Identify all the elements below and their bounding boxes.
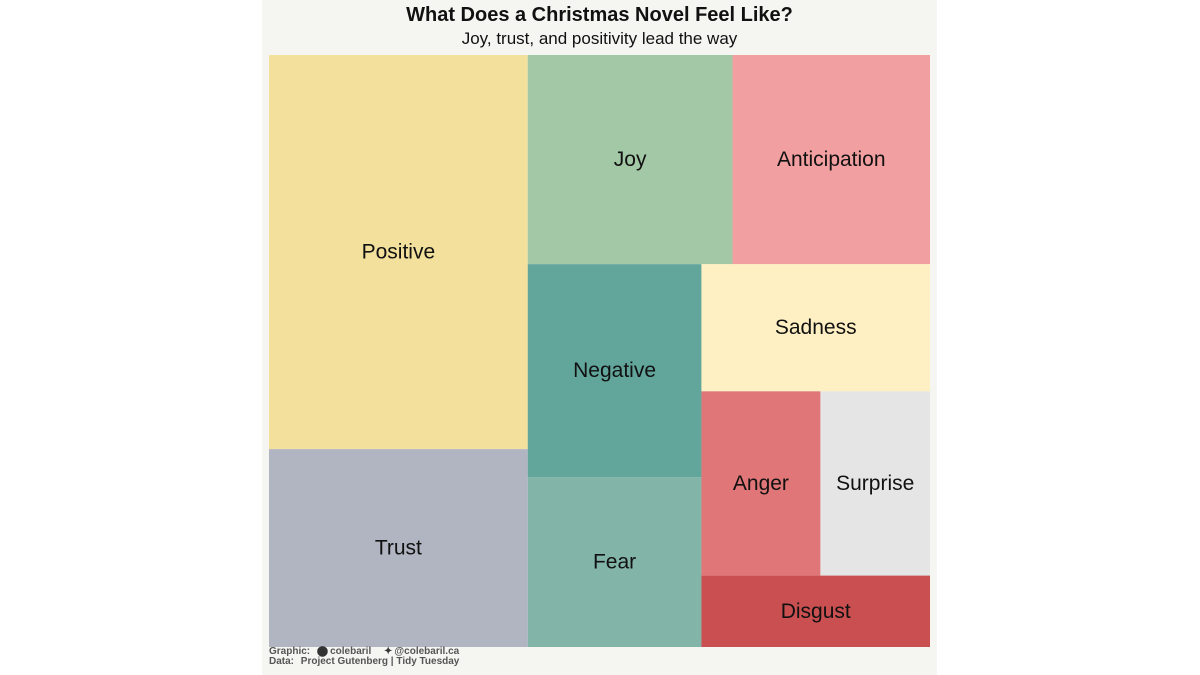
github-icon: ⬤ [316, 646, 329, 657]
treemap-label-negative: Negative [573, 359, 656, 382]
treemap-label-disgust: Disgust [781, 600, 851, 623]
treemap-tile-disgust: Disgust [701, 575, 930, 647]
caption-graphic-line: Graphic: ⬤ colebaril ✦ @colebaril.ca [269, 647, 459, 657]
treemap-tile-joy: Joy [527, 55, 733, 265]
treemap-rect-anger [701, 391, 821, 576]
treemap-tile-positive: Positive [269, 55, 528, 450]
treemap-chart: Positive Trust Joy Anticipation Negative Fear… [269, 55, 930, 647]
caption-data-label: Data: [269, 656, 295, 667]
treemap-rect-fear [527, 477, 702, 647]
treemap-rect-trust [269, 449, 528, 647]
treemap-rect-sadness [701, 264, 930, 392]
caption-bluesky-handle: @colebaril.ca [394, 646, 460, 657]
treemap-label-trust: Trust [375, 537, 422, 560]
treemap-tile-anger: Anger [701, 391, 821, 576]
treemap-rect-joy [527, 55, 733, 265]
caption-graphic-label: Graphic: [269, 646, 311, 657]
caption-github-handle: colebaril [330, 646, 372, 657]
chart-title: What Does a Christmas Novel Feel Like? [406, 4, 793, 26]
bluesky-butterfly-icon: ✦ [384, 646, 393, 657]
treemap-label-positive: Positive [362, 241, 436, 264]
treemap-tile-fear: Fear [527, 477, 702, 647]
treemap-tile-sadness: Sadness [701, 264, 930, 392]
treemap-tile-surprise: Surprise [820, 391, 930, 576]
treemap-label-anger: Anger [733, 472, 789, 495]
caption-data-line: Data: Project Gutenberg | Tidy Tuesday [269, 657, 459, 667]
treemap-rect-positive [269, 55, 528, 450]
treemap-label-sadness: Sadness [775, 316, 857, 339]
treemap-label-anticipation: Anticipation [777, 148, 886, 171]
chart-subtitle: Joy, trust, and positivity lead the way [461, 29, 738, 48]
chart-panel: What Does a Christmas Novel Feel Like? J… [262, 0, 937, 675]
treemap-rect-disgust [701, 575, 930, 647]
treemap-tile-anticipation: Anticipation [732, 55, 930, 265]
treemap-label-surprise: Surprise [836, 472, 914, 495]
treemap-rect-surprise [820, 391, 930, 576]
caption-data-source: Project Gutenberg | Tidy Tuesday [300, 656, 460, 667]
chart-caption: Graphic: ⬤ colebaril ✦ @colebaril.ca Data:… [269, 647, 459, 667]
treemap-label-fear: Fear [593, 551, 636, 574]
treemap-rect-negative [527, 264, 702, 478]
treemap-tile-negative: Negative [527, 264, 702, 478]
treemap-label-joy: Joy [614, 148, 647, 171]
treemap-tile-trust: Trust [269, 449, 528, 647]
treemap-rect-anticipation [732, 55, 930, 265]
